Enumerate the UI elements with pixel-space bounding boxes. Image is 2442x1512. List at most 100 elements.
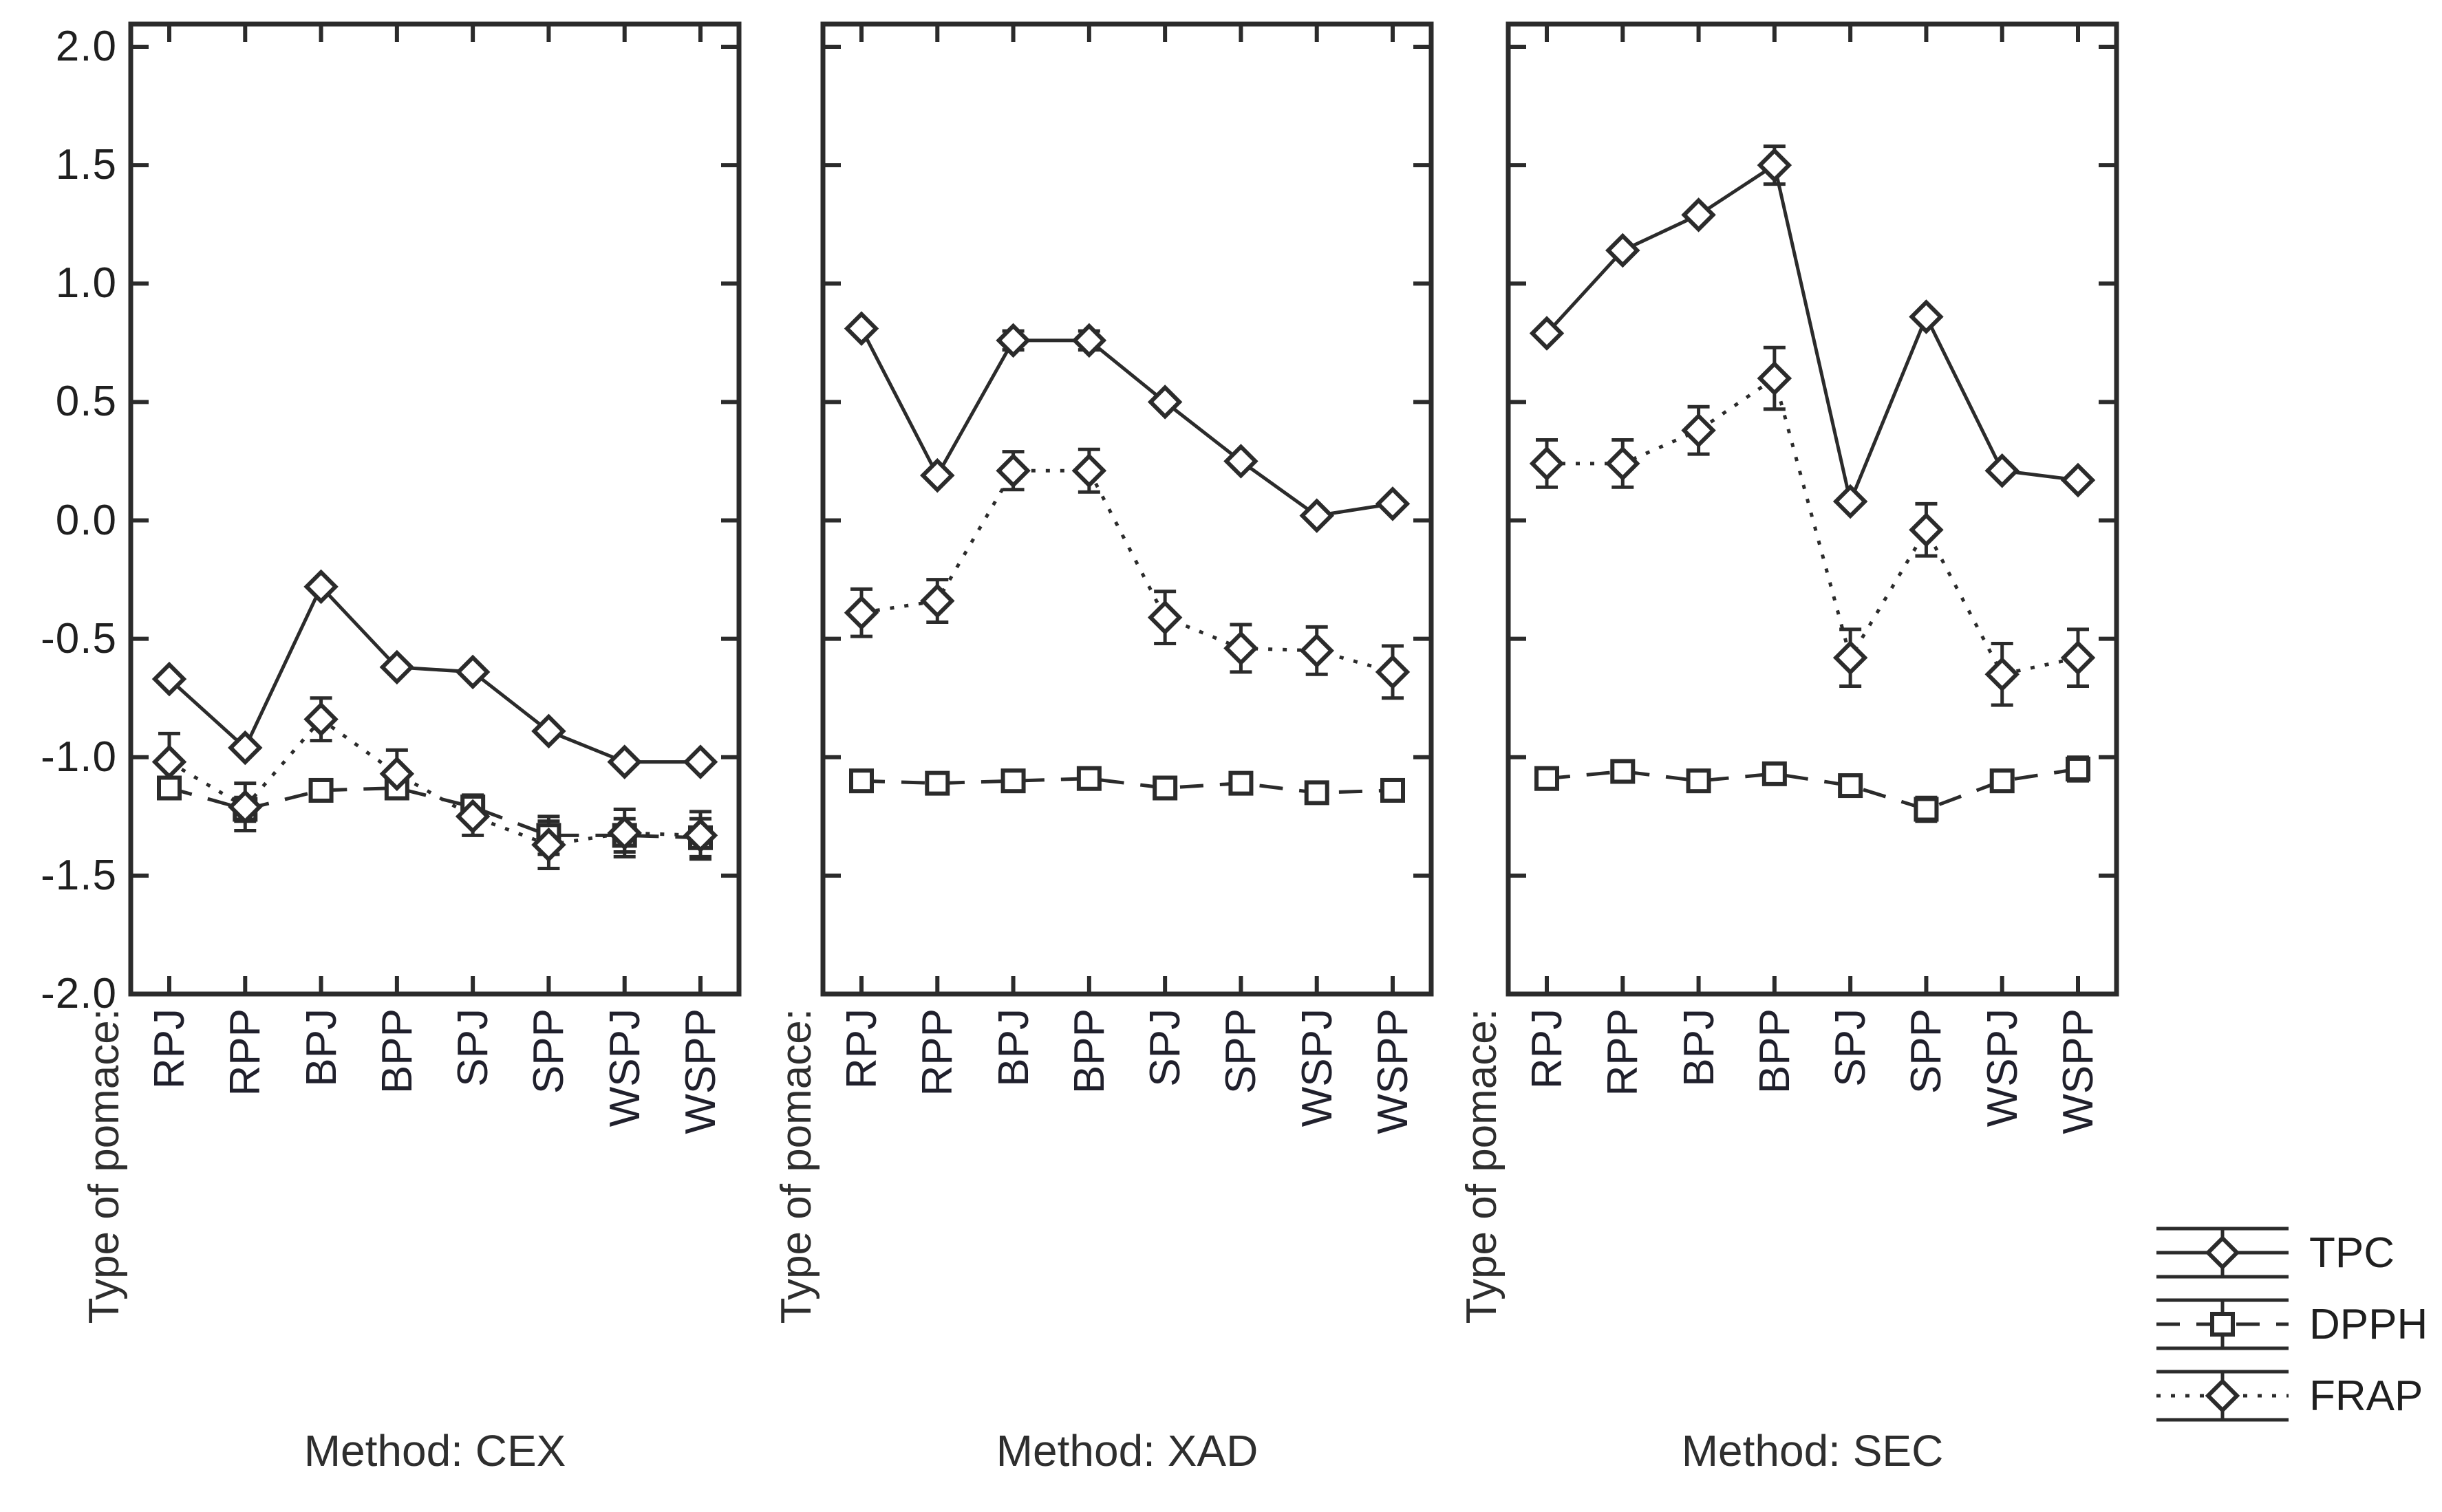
series-dpph-cex-marker [157, 775, 182, 801]
legend-sample-dpph-icon [2156, 1298, 2289, 1350]
series-line-frap-xad [861, 468, 1393, 674]
method-label-sec: Method: SEC [1681, 1426, 1944, 1476]
x-axis-title: Type of pomace: [81, 1008, 128, 1324]
legend-label-tpc: TPC [2309, 1229, 2395, 1277]
panel-frame [820, 21, 1434, 997]
series-frap-cex-marker [303, 702, 339, 737]
y-tick-label: -1.5 [41, 851, 117, 899]
series-tpc-xad-marker [920, 457, 955, 493]
category-label-spp: SPP [1217, 1008, 1265, 1094]
series-frap-cex-marker [151, 744, 187, 779]
series-frap-cex-marker [607, 815, 642, 851]
series-tpc-sec-marker [1757, 147, 1792, 183]
category-label-wspj: WSPJ [601, 1008, 649, 1127]
series-dpph-xad-marker [1228, 770, 1254, 796]
category-label-wspj: WSPJ [1978, 1008, 2026, 1127]
series-tpc-cex-marker [455, 654, 491, 690]
y-tick-label: 0.5 [55, 378, 117, 426]
category-label-rpj: RPJ [146, 1008, 193, 1090]
series-tpc-cex-marker [151, 661, 187, 697]
series-tpc-cex-marker [228, 730, 263, 766]
series-frap-sec-marker [2060, 640, 2096, 676]
series-line-tpc-sec [1545, 162, 2079, 508]
category-label-spj: SPJ [1142, 1008, 1190, 1087]
category-label-bpp: BPP [1750, 1008, 1799, 1094]
category-label-spj: SPJ [1827, 1008, 1875, 1087]
y-tick-label: 1.0 [55, 259, 117, 307]
series-dpph-xad-marker [849, 768, 874, 794]
y-tick-label: 1.5 [55, 141, 117, 189]
series-frap-sec-marker [1984, 657, 2020, 692]
panel-frame [128, 21, 742, 997]
category-label-wspp: WSPP [677, 1008, 725, 1134]
legend-sample-frap-icon [2156, 1370, 2289, 1422]
series-frap-cex-marker [379, 756, 415, 792]
category-label-rpp: RPP [914, 1008, 962, 1097]
series-tpc-sec-marker [1832, 484, 1868, 519]
category-label-rpj: RPJ [838, 1008, 886, 1090]
series-tpc-sec-marker [1605, 233, 1640, 268]
series-dpph-sec-marker [1838, 773, 1863, 799]
y-tick-label: 0.0 [55, 496, 117, 544]
category-label-bpp: BPP [373, 1008, 421, 1094]
series-tpc-cex-marker [607, 744, 642, 779]
legend: TPC DPPH FRAP [2152, 1219, 2428, 1429]
series-frap-xad-marker [844, 595, 879, 631]
series-dpph-xad-marker [1153, 775, 1178, 801]
series-frap-sec-marker [1757, 360, 1792, 396]
series-tpc-cex-marker [531, 713, 566, 749]
series-dpph-sec-marker [1534, 766, 1559, 791]
series-line-tpc-xad [859, 327, 1393, 518]
series-tpc-sec-marker [1984, 453, 2020, 488]
series-tpc-sec-marker [1529, 316, 1565, 351]
series-tpc-xad-marker [1223, 444, 1259, 479]
y-tick-label: -1.0 [41, 733, 117, 781]
y-tick-label: -0.5 [41, 614, 117, 662]
method-label-cex: Method: CEX [303, 1426, 566, 1476]
series-frap-xad-marker [1375, 654, 1411, 690]
category-label-spp: SPP [1903, 1008, 1951, 1094]
series-frap-cex-marker [683, 818, 718, 853]
x-axis-title: Type of pomace: [773, 1008, 820, 1324]
category-label-bpp: BPP [1065, 1008, 1113, 1094]
legend-row-tpc: TPC [2152, 1219, 2428, 1286]
series-tpc-sec-marker [1909, 299, 1944, 334]
series-tpc-cex-marker [303, 569, 339, 605]
method-label-xad: Method: XAD [996, 1426, 1259, 1476]
panel-xad [820, 21, 1434, 997]
legend-row-dpph: DPPH [2152, 1290, 2428, 1358]
category-label-rpp: RPP [1599, 1008, 1647, 1097]
series-tpc-xad-marker [996, 323, 1031, 358]
series-tpc-xad-marker [1071, 323, 1107, 358]
series-tpc-cex-marker [683, 744, 718, 779]
category-label-rpj: RPJ [1523, 1008, 1571, 1090]
series-line-frap-sec [1547, 375, 2079, 677]
x-axis-title: Type of pomace: [1458, 1008, 1506, 1324]
panel-frame [1506, 21, 2119, 997]
series-tpc-sec-marker [2060, 462, 2096, 498]
series-dpph-xad-marker [1000, 768, 1026, 794]
series-frap-xad-marker [1299, 633, 1334, 669]
series-dpph-xad-marker [1076, 766, 1102, 791]
category-label-wspp: WSPP [2055, 1008, 2102, 1134]
category-label-bpj: BPJ [297, 1008, 345, 1087]
legend-label-frap: FRAP [2309, 1372, 2423, 1420]
series-line-dpph-xad [861, 777, 1393, 795]
legend-row-frap: FRAP [2152, 1362, 2428, 1429]
series-dpph-xad-marker [1304, 780, 1329, 806]
series-frap-xad-marker [1071, 453, 1107, 488]
series-frap-cex-marker [455, 799, 491, 834]
series-line-dpph-sec [1546, 767, 2079, 812]
series-frap-xad-marker [1147, 600, 1183, 635]
series-frap-xad-marker [920, 583, 955, 618]
y-tick-label: 2.0 [55, 23, 117, 70]
series-tpc-xad-marker [1299, 498, 1334, 533]
series-frap-sec-marker [1832, 640, 1868, 676]
series-frap-xad-marker [1223, 631, 1259, 666]
series-dpph-xad-marker [1380, 777, 1405, 803]
series-tpc-xad-marker [844, 311, 879, 346]
series-frap-cex-marker [228, 789, 263, 825]
series-dpph-sec-marker [1914, 797, 1939, 822]
